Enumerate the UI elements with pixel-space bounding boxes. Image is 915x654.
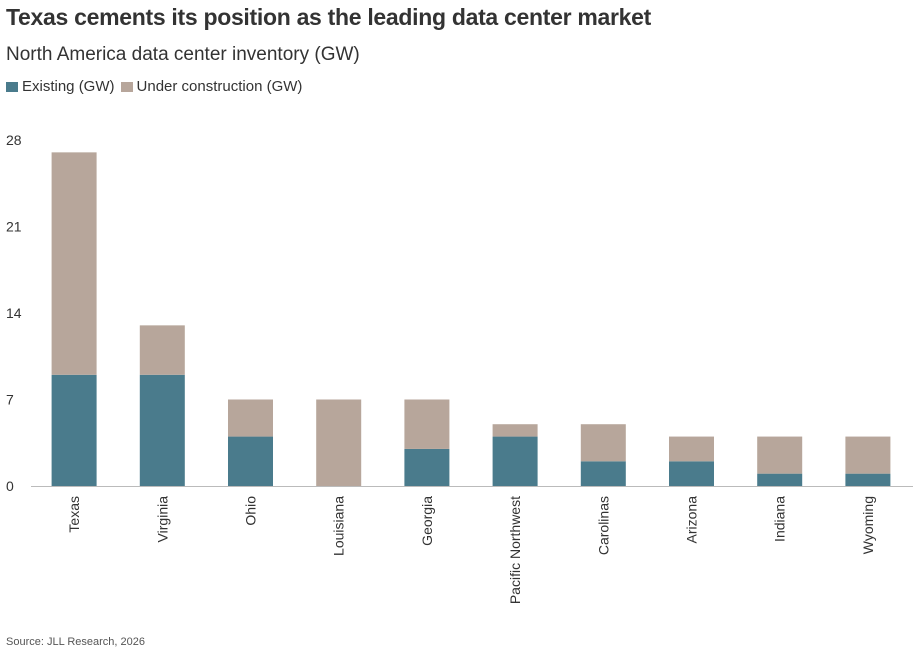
x-tick-label: Pacific Northwest bbox=[507, 496, 523, 604]
x-tick-label: Virginia bbox=[154, 496, 170, 543]
bar-under-construction bbox=[580, 424, 626, 462]
y-tick-label: 28 bbox=[6, 132, 22, 148]
x-tick-label: Georgia bbox=[419, 496, 435, 546]
x-tick-label: Louisiana bbox=[331, 496, 347, 556]
bar-under-construction bbox=[316, 399, 362, 486]
legend-swatch-under-construction bbox=[120, 81, 133, 92]
y-tick-label: 14 bbox=[6, 305, 22, 321]
legend-swatch-existing bbox=[6, 81, 18, 92]
x-tick-label: Arizona bbox=[684, 496, 700, 544]
chart-title: Texas cements its position as the leadin… bbox=[6, 4, 651, 30]
bar-under-construction bbox=[228, 399, 273, 437]
bar-existing bbox=[669, 461, 714, 486]
legend-label-existing: Existing (GW) bbox=[22, 78, 115, 95]
bar-existing bbox=[228, 436, 273, 486]
bar-under-construction bbox=[51, 152, 97, 375]
bar-existing bbox=[139, 374, 185, 486]
legend-item-existing: Existing (GW) bbox=[6, 78, 115, 95]
bar-existing bbox=[845, 473, 891, 486]
bar-existing bbox=[51, 374, 97, 486]
bar-under-construction bbox=[669, 436, 714, 462]
x-tick-label: Indiana bbox=[772, 496, 788, 542]
bar-under-construction bbox=[139, 325, 185, 375]
y-tick-label: 7 bbox=[6, 392, 14, 408]
y-tick-label: 0 bbox=[6, 478, 14, 494]
x-tick-label: Carolinas bbox=[595, 496, 611, 555]
legend: Existing (GW) Under construction (GW) bbox=[6, 78, 308, 95]
chart-subtitle: North America data center inventory (GW) bbox=[6, 44, 360, 65]
legend-item-under-construction: Under construction (GW) bbox=[120, 78, 303, 95]
bar-under-construction bbox=[404, 399, 450, 449]
source-note: Source: JLL Research, 2026 bbox=[6, 636, 146, 648]
bar-existing bbox=[580, 461, 626, 486]
legend-label-under-construction: Under construction (GW) bbox=[136, 78, 303, 95]
x-tick-label: Ohio bbox=[243, 496, 259, 526]
bar-under-construction bbox=[845, 436, 891, 474]
bar-under-construction bbox=[757, 436, 803, 474]
bar-existing bbox=[404, 448, 450, 486]
bar-existing bbox=[492, 436, 538, 486]
bar-under-construction bbox=[492, 424, 538, 437]
bar-existing bbox=[757, 473, 803, 486]
y-tick-label: 21 bbox=[6, 219, 22, 235]
x-tick-label: Wyoming bbox=[860, 496, 876, 554]
x-tick-label: Texas bbox=[66, 496, 82, 533]
